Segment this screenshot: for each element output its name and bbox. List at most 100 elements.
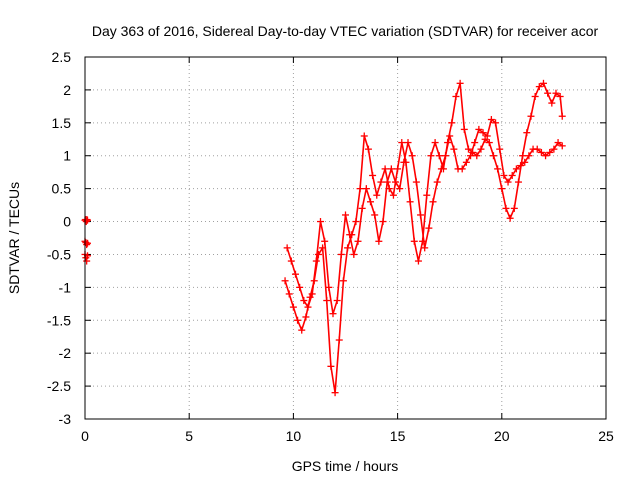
data-point — [552, 89, 560, 97]
x-tick-label: 5 — [185, 428, 193, 444]
data-point — [496, 145, 504, 153]
data-series — [81, 79, 566, 397]
data-point — [514, 178, 522, 186]
data-point — [331, 389, 339, 397]
y-tick-label: -1 — [59, 279, 72, 295]
data-point — [452, 92, 460, 100]
data-point — [458, 165, 466, 173]
data-point — [417, 211, 425, 219]
x-tick-label: 0 — [81, 428, 89, 444]
data-point — [325, 283, 333, 291]
data-point — [492, 119, 500, 127]
data-point — [412, 178, 420, 186]
data-point — [323, 297, 331, 305]
data-point — [487, 116, 495, 124]
data-point — [360, 132, 368, 140]
data-point — [427, 152, 435, 160]
data-point — [423, 191, 431, 199]
y-tick-label: 1.5 — [52, 115, 72, 131]
y-axis-label: SDTVAR / TECUs — [6, 182, 22, 294]
data-point — [287, 257, 295, 265]
data-point — [550, 145, 558, 153]
data-point — [362, 185, 370, 193]
data-point — [321, 237, 329, 245]
data-point — [554, 139, 562, 147]
data-point — [300, 297, 308, 305]
data-point — [464, 145, 472, 153]
data-point — [289, 303, 297, 311]
y-tick-label: -2 — [59, 345, 72, 361]
data-point — [364, 145, 372, 153]
data-point — [414, 257, 422, 265]
data-point — [304, 303, 312, 311]
data-point — [308, 290, 316, 298]
data-point — [408, 152, 416, 160]
data-point — [371, 211, 379, 219]
data-point — [525, 152, 533, 160]
y-tick-label: -0.5 — [47, 246, 71, 262]
data-point — [558, 142, 566, 150]
data-point — [448, 119, 456, 127]
data-point — [381, 165, 389, 173]
y-tick-label: -1.5 — [47, 312, 71, 328]
series-3 — [283, 116, 566, 318]
data-point — [437, 165, 445, 173]
data-point — [537, 148, 545, 156]
data-point — [544, 89, 552, 97]
y-tick-label: 2 — [63, 82, 71, 98]
data-point — [421, 244, 429, 252]
data-point — [354, 237, 362, 245]
data-point — [477, 145, 485, 153]
data-point — [400, 158, 408, 166]
data-point — [373, 191, 381, 199]
data-point — [296, 283, 304, 291]
data-point — [512, 165, 520, 173]
data-point — [352, 218, 360, 226]
data-point — [519, 152, 527, 160]
data-point — [83, 241, 91, 249]
data-point — [517, 162, 525, 170]
data-point — [410, 237, 418, 245]
data-point — [462, 158, 470, 166]
y-tick-label: 2.5 — [52, 49, 72, 65]
data-point — [558, 112, 566, 120]
data-point — [450, 145, 458, 153]
data-point — [546, 148, 554, 156]
data-point — [367, 198, 375, 206]
data-point — [435, 152, 443, 160]
data-point — [394, 165, 402, 173]
x-tick-label: 20 — [494, 428, 510, 444]
data-point — [369, 171, 377, 179]
x-tick-label: 10 — [286, 428, 302, 444]
data-point — [442, 152, 450, 160]
data-point — [500, 171, 508, 179]
data-point — [387, 165, 395, 173]
data-point — [556, 92, 564, 100]
data-point — [494, 165, 502, 173]
data-point — [535, 83, 543, 91]
data-point — [281, 277, 289, 285]
data-point — [527, 112, 535, 120]
data-point — [389, 191, 397, 199]
data-point — [473, 152, 481, 160]
data-point — [429, 198, 437, 206]
data-point — [460, 125, 468, 133]
data-point — [350, 250, 358, 258]
data-point — [433, 178, 441, 186]
data-point — [314, 250, 322, 258]
data-point — [83, 257, 91, 265]
tick-labels: 0 5 10 15 20 25 -3 -2.5 -2 -1.5 -1 -0.5 0 0.5 1 1.5 2 2.5 — [47, 49, 614, 444]
data-point — [285, 290, 293, 298]
data-point — [302, 313, 310, 321]
data-point — [489, 152, 497, 160]
data-point — [456, 79, 464, 87]
data-point — [506, 214, 514, 222]
data-point — [404, 139, 412, 147]
data-point — [333, 297, 341, 305]
y-tick-label: -3 — [59, 411, 72, 427]
y-tick-label: 1 — [63, 148, 71, 164]
data-point — [485, 139, 493, 147]
x-tick-label: 25 — [598, 428, 614, 444]
